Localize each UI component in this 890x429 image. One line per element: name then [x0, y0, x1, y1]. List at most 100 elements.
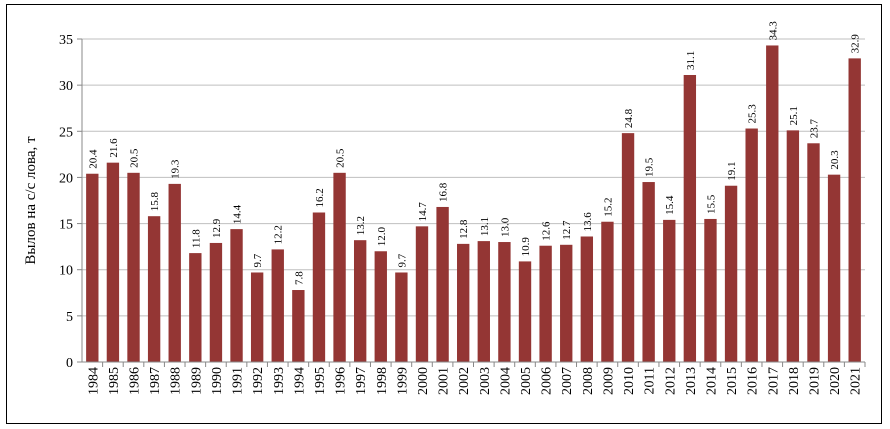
bar-chart: 0 5 10 15 20 25 30 35 20.4 21.6 20.5 15.8 19.3 11.8 1…	[23, 21, 866, 395]
bar	[147, 216, 161, 362]
x-tick-label: 1998	[375, 367, 390, 395]
y-axis-ticks: 0 5 10 15 20 25 30 35	[59, 33, 82, 371]
bar	[724, 185, 738, 362]
x-tick-label: 2004	[498, 367, 513, 395]
data-label: 14.7	[417, 202, 429, 222]
bar	[601, 221, 614, 362]
data-label: 31.1	[685, 51, 697, 70]
x-tick-label: 2009	[601, 367, 616, 395]
bar	[209, 242, 223, 362]
bar	[230, 229, 243, 362]
data-label: 12.9	[211, 218, 223, 238]
y-tick-label: 30	[59, 79, 73, 94]
data-label: 19.3	[170, 159, 182, 179]
x-tick-label: 2000	[416, 367, 431, 395]
x-tick-label: 2007	[560, 367, 575, 395]
data-label: 20.5	[129, 148, 141, 168]
data-label: 16.8	[438, 182, 450, 202]
y-axis-label: Вылов на с/с лова, т	[23, 136, 39, 265]
x-tick-label: 2017	[766, 367, 781, 395]
data-label: 25.3	[747, 104, 759, 124]
x-tick-label: 2020	[828, 367, 843, 395]
data-label: 15.2	[602, 197, 614, 216]
x-tick-label: 1996	[334, 367, 349, 395]
data-label: 9.7	[396, 253, 408, 267]
data-label: 24.8	[623, 108, 635, 128]
bar	[250, 272, 264, 362]
y-tick-label: 20	[59, 171, 73, 186]
x-tick-label: 2010	[622, 367, 637, 395]
x-tick-label: 2012	[663, 367, 678, 395]
x-tick-label: 2019	[807, 367, 822, 395]
x-tick-label: 1991	[231, 367, 246, 395]
data-label: 15.8	[149, 191, 161, 211]
bar	[766, 45, 779, 363]
bar	[786, 130, 800, 362]
x-tick-label: 2003	[478, 367, 493, 395]
bar	[621, 133, 635, 362]
bar	[189, 253, 202, 362]
data-label: 12.8	[458, 219, 470, 239]
x-tick-label: 2002	[457, 367, 472, 395]
bar	[415, 226, 429, 362]
data-label: 12.0	[376, 227, 388, 247]
data-label: 13.2	[355, 216, 367, 235]
x-tick-label: 2005	[519, 367, 534, 395]
data-label: 25.1	[788, 106, 800, 125]
bar	[498, 242, 511, 362]
bars	[86, 45, 861, 363]
y-tick-label: 15	[59, 218, 73, 233]
data-label: 9.7	[252, 253, 264, 267]
x-tick-label: 1988	[169, 367, 184, 395]
x-tick-label: 1994	[292, 367, 307, 395]
bar	[168, 183, 181, 362]
x-tick-label: 2013	[684, 367, 699, 395]
data-label: 11.8	[190, 229, 202, 248]
data-label: 23.7	[808, 119, 820, 139]
bar	[312, 212, 326, 362]
data-label: 19.1	[726, 161, 738, 180]
y-tick-label: 35	[59, 33, 73, 48]
bar	[436, 206, 449, 362]
x-tick-label: 2006	[540, 367, 555, 395]
x-tick-label: 2021	[849, 367, 864, 395]
y-tick-label: 25	[59, 125, 73, 140]
bar	[683, 74, 697, 363]
data-label: 13.6	[582, 212, 594, 232]
x-tick-label: 2015	[725, 367, 740, 395]
x-tick-label: 1997	[354, 367, 369, 395]
bar	[848, 58, 861, 362]
y-tick-label: 10	[59, 264, 73, 279]
data-label: 12.6	[541, 221, 553, 241]
x-tick-label: 1993	[272, 367, 287, 395]
bar	[827, 174, 841, 362]
bar	[374, 251, 387, 362]
bar	[807, 143, 820, 362]
bar	[333, 172, 346, 362]
bar	[745, 128, 758, 362]
data-label: 20.3	[829, 150, 841, 170]
bar	[106, 162, 120, 362]
x-tick-label: 2016	[746, 367, 761, 395]
data-label: 32.9	[850, 34, 862, 54]
bar	[539, 245, 552, 362]
x-tick-label: 2014	[704, 367, 719, 395]
data-label: 21.6	[108, 138, 120, 158]
bar	[580, 236, 594, 362]
data-label: 7.8	[293, 271, 305, 285]
bar	[477, 241, 490, 362]
x-tick-label: 1986	[128, 367, 143, 395]
x-tick-label: 1990	[210, 367, 225, 395]
data-label: 15.4	[664, 195, 676, 215]
x-tick-label: 2011	[643, 367, 658, 394]
bar	[292, 290, 305, 362]
data-label: 20.5	[335, 148, 347, 168]
x-tick-label: 1989	[189, 367, 204, 395]
data-label: 12.2	[273, 225, 285, 244]
data-label: 10.9	[520, 237, 532, 257]
x-tick-label: 1987	[148, 367, 163, 395]
data-label: 34.3	[767, 21, 779, 41]
bar	[518, 261, 532, 362]
data-label: 19.5	[644, 157, 656, 177]
x-tick-label: 2001	[437, 367, 452, 395]
